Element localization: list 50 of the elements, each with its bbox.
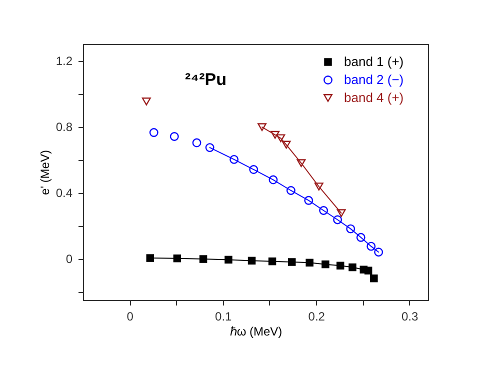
legend-label: band 2 (−) [344, 72, 404, 87]
point [248, 256, 256, 265]
x-tick-label: 0.2 [308, 310, 326, 324]
y-tick-label: 0.4 [56, 186, 73, 200]
y-tick-label: 0 [66, 252, 73, 266]
point [356, 232, 366, 242]
point [205, 143, 214, 152]
point [306, 258, 314, 267]
point [268, 175, 278, 184]
point [286, 186, 296, 195]
point [282, 140, 291, 149]
point [314, 182, 324, 190]
point [322, 260, 330, 268]
point [170, 132, 179, 141]
legend-label: band 4 (+) [344, 90, 404, 105]
point [249, 165, 258, 174]
point [364, 266, 372, 274]
point [336, 262, 344, 270]
point [333, 215, 342, 224]
annotation: ²⁴²Pu [185, 70, 226, 89]
point [142, 98, 151, 106]
point [366, 242, 376, 251]
x-tick-label: 0.1 [215, 310, 232, 324]
point [224, 256, 232, 264]
point [370, 274, 378, 282]
point [319, 206, 328, 215]
point [346, 224, 356, 234]
point [304, 196, 314, 205]
point [258, 123, 266, 132]
y-tick-label: 1.2 [56, 54, 73, 68]
y-tick-label: 0.8 [56, 120, 73, 134]
point [288, 258, 296, 266]
point [149, 128, 158, 137]
x-axis-title: ℏω (MeV) [230, 324, 282, 338]
y-axis-title: e' (MeV) [38, 150, 52, 195]
x-tick-label: 0.3 [402, 310, 419, 324]
point [374, 248, 384, 257]
point [276, 134, 286, 142]
point [296, 159, 306, 168]
point [230, 154, 239, 164]
point [146, 254, 154, 262]
legend-label: band 1 (+) [344, 54, 404, 69]
point [192, 138, 202, 148]
point [268, 257, 276, 266]
point [173, 254, 182, 262]
x-tick-label: 0 [126, 310, 134, 324]
point [270, 130, 280, 139]
point [336, 209, 346, 218]
point [348, 263, 356, 272]
point [199, 255, 208, 263]
